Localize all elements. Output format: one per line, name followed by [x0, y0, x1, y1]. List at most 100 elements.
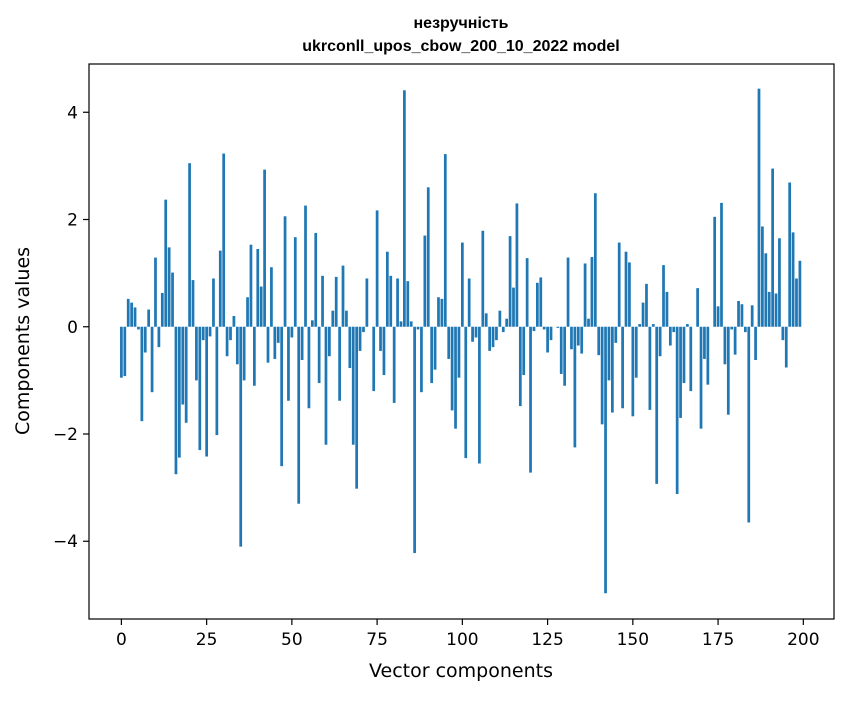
bar-component-26 [209, 327, 212, 337]
bar-component-98 [454, 327, 457, 429]
bar-component-48 [284, 216, 287, 326]
bar-component-58 [318, 327, 321, 383]
bar-component-44 [270, 267, 273, 327]
bar-component-159 [662, 265, 665, 327]
bar-component-54 [304, 206, 307, 327]
bar-component-139 [594, 193, 597, 327]
y-tick-label: 2 [67, 211, 78, 231]
bar-component-3 [130, 303, 133, 327]
bar-component-43 [267, 327, 270, 363]
bar-component-79 [389, 276, 392, 327]
bar-component-138 [591, 257, 594, 327]
bar-component-90 [427, 187, 430, 326]
chart-title: незручність ukrconll_upos_cbow_200_10_20… [302, 15, 619, 55]
bar-component-35 [239, 327, 242, 547]
bar-component-116 [516, 203, 519, 326]
bar-component-39 [253, 327, 256, 386]
bar-component-171 [703, 327, 706, 359]
bar-component-175 [717, 306, 720, 326]
bar-component-6 [140, 327, 143, 421]
bar-component-101 [464, 327, 467, 458]
bar-component-52 [297, 327, 300, 504]
bar-component-145 [614, 327, 617, 343]
bar-component-190 [768, 292, 771, 327]
bar-component-100 [461, 243, 464, 327]
bar-component-102 [468, 278, 471, 326]
bar-component-80 [393, 327, 396, 403]
bar-component-103 [471, 327, 474, 342]
bar-component-86 [413, 327, 416, 553]
bar-component-94 [441, 299, 444, 327]
y-axis-label: Components values [12, 247, 34, 435]
bar-component-78 [386, 252, 389, 327]
bar-component-113 [505, 319, 508, 327]
bar-component-85 [410, 321, 413, 326]
bar-component-7 [144, 327, 147, 353]
bar-component-19 [185, 327, 188, 423]
bar-component-195 [785, 327, 788, 368]
bar-component-111 [498, 311, 501, 327]
x-tick-label: 125 [531, 630, 563, 650]
x-axis-label: Vector components [369, 660, 553, 682]
bar-component-160 [666, 292, 669, 327]
bar-component-151 [635, 327, 638, 378]
bar-component-31 [226, 327, 229, 356]
chart-title-line-1: незручність [414, 15, 509, 32]
bar-component-16 [175, 327, 178, 474]
bar-component-146 [618, 243, 621, 327]
bar-component-50 [291, 327, 294, 338]
bar-component-34 [236, 327, 239, 365]
bar-component-65 [342, 266, 345, 327]
bar-component-150 [631, 327, 634, 417]
bar-component-142 [604, 327, 607, 594]
bar-component-178 [727, 327, 730, 415]
x-tick-label: 175 [702, 630, 734, 650]
x-tick-label: 200 [787, 630, 819, 650]
bar-component-125 [546, 327, 549, 353]
bar-component-8 [147, 310, 150, 327]
bar-component-1 [123, 327, 126, 376]
bar-component-157 [655, 327, 658, 484]
bar-component-136 [584, 263, 587, 326]
bar-component-12 [161, 293, 164, 327]
bar-component-191 [771, 169, 774, 327]
bar-component-40 [256, 249, 259, 327]
bar-component-176 [720, 203, 723, 327]
bar-component-24 [202, 327, 205, 340]
chart-title-line-2: ukrconll_upos_cbow_200_10_2022 model [302, 38, 619, 55]
bar-component-108 [488, 327, 491, 351]
bar-component-92 [434, 327, 437, 370]
bar-component-155 [649, 327, 652, 410]
x-tick-label: 100 [446, 630, 478, 650]
bar-component-164 [679, 327, 682, 418]
bar-component-122 [536, 283, 539, 327]
bar-component-15 [171, 273, 174, 327]
bar-component-196 [788, 183, 791, 327]
bar-component-83 [403, 90, 406, 326]
bar-component-76 [379, 327, 382, 351]
bar-component-46 [277, 327, 280, 343]
bar-component-181 [737, 301, 740, 327]
bar-component-163 [676, 327, 679, 494]
bar-component-133 [574, 327, 577, 448]
bar-component-187 [758, 89, 761, 327]
bar-component-189 [764, 253, 767, 326]
bar-component-143 [608, 327, 611, 381]
bar-component-61 [328, 327, 331, 356]
bar-component-167 [689, 327, 692, 391]
bar-component-93 [437, 297, 440, 326]
bar-component-95 [444, 154, 447, 327]
bar-component-140 [597, 327, 600, 355]
bar-component-128 [556, 327, 559, 328]
bar-component-153 [642, 303, 645, 327]
bar-component-66 [345, 311, 348, 327]
bar-component-25 [205, 327, 208, 457]
bar-component-30 [222, 154, 225, 327]
bar-component-84 [406, 281, 409, 327]
bar-component-74 [372, 327, 375, 391]
bar-component-51 [294, 237, 297, 327]
bar-component-71 [362, 327, 365, 332]
bar-component-77 [383, 327, 386, 375]
bar-component-180 [734, 327, 737, 355]
